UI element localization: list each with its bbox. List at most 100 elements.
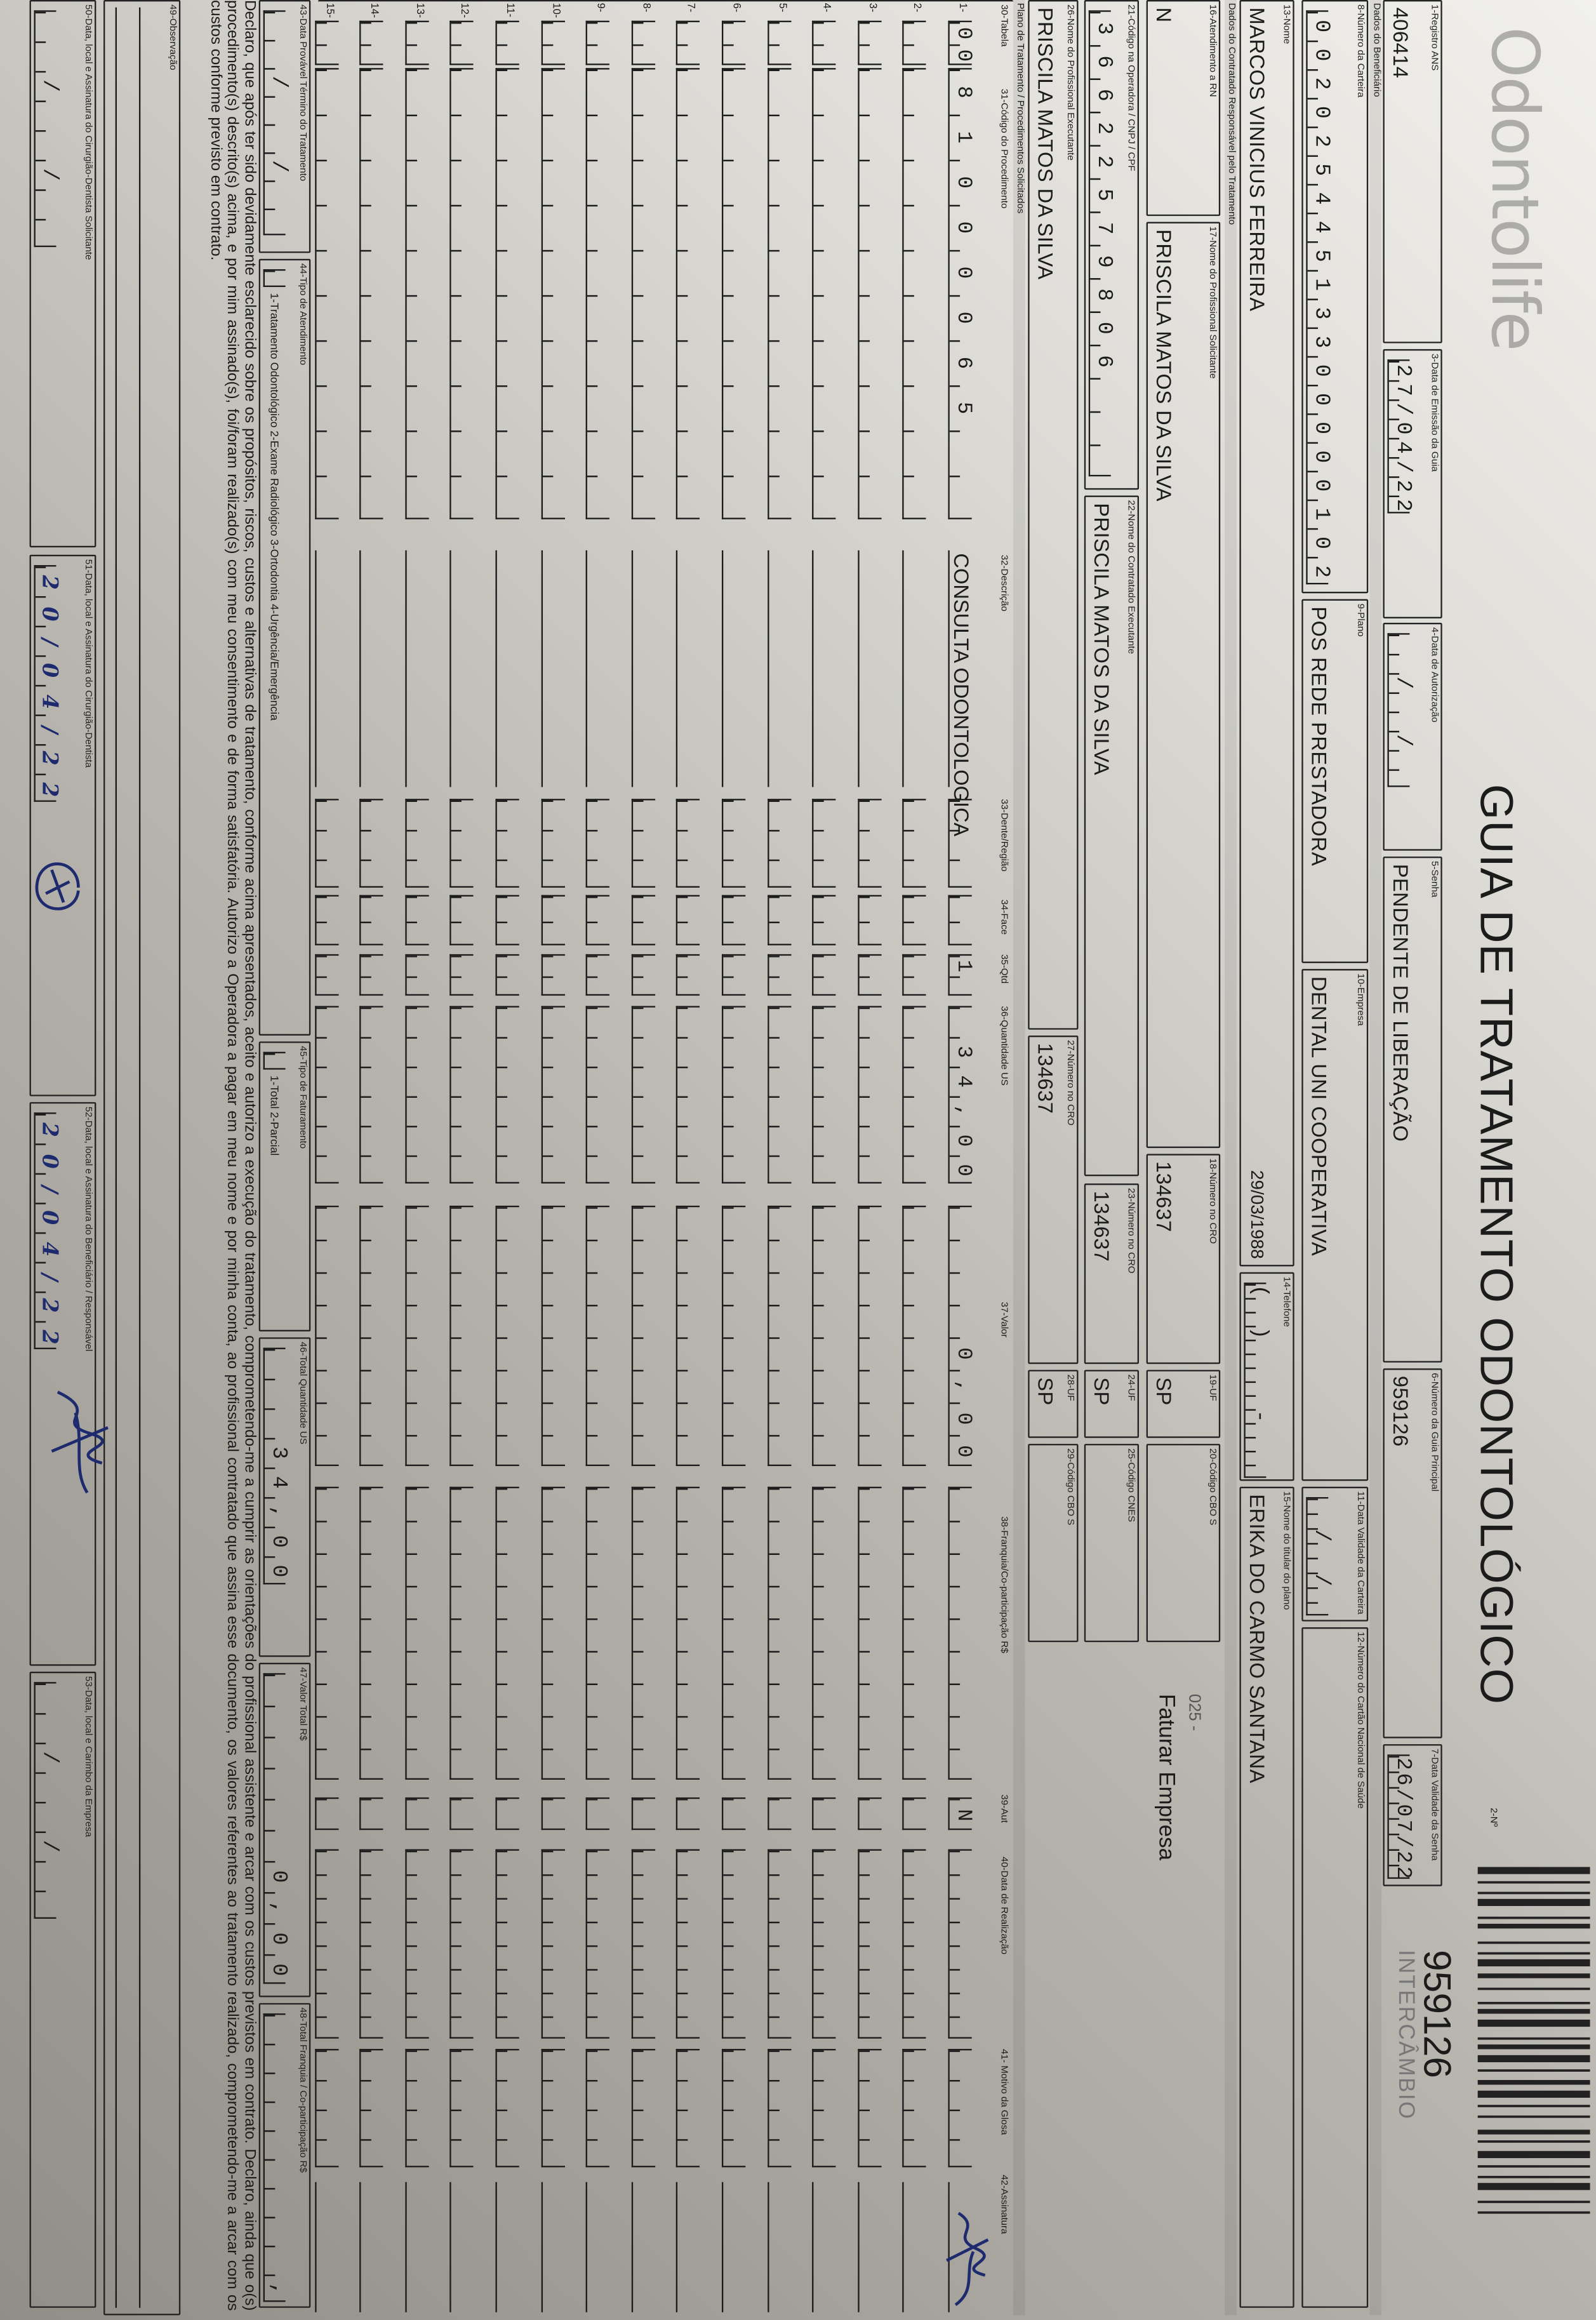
segmented-field <box>721 1205 746 1467</box>
segmented-field <box>450 2049 474 2168</box>
segmented-field <box>903 1006 927 1183</box>
segmented-field <box>450 954 474 996</box>
field-27: 27-Número no CRO 134637 <box>1028 1036 1079 1364</box>
segmented-field <box>812 2049 836 2168</box>
segmented-field: / / <box>1306 1497 1333 1616</box>
segmented-field <box>631 799 655 888</box>
segmented-field <box>631 1006 655 1183</box>
field-25: 25-Código CNES <box>1084 1444 1140 1643</box>
segmented-field: / / <box>263 10 290 236</box>
barcode-bar <box>1477 2105 1590 2107</box>
barcode-bar <box>1477 1987 1590 1990</box>
field-9: 9-Plano POS REDE PRESTADORA <box>1301 599 1369 963</box>
field-label: 12-Número do Cartão Nacional de Saúde <box>1355 1631 1366 1809</box>
section-beneficiary: Dados do Beneficiário <box>1369 0 1382 2316</box>
field-value: 0,00 <box>951 1347 975 1478</box>
column-header-tabela: 30-Tabela <box>998 4 1009 47</box>
field-label: 3-Data de Emissão da Guia <box>1428 353 1440 472</box>
field-value: 1 <box>951 959 975 981</box>
segmented-field <box>314 954 338 996</box>
segmented-field: 27/04/22 <box>1387 359 1414 518</box>
barcode-bar <box>1477 1898 1590 1906</box>
field-value: N <box>951 1809 975 1842</box>
segmented-field <box>495 799 519 888</box>
segmented-field <box>359 1006 383 1183</box>
field-label: 52-Data, local e Assinatura do Beneficiá… <box>83 1106 93 1352</box>
column-header-qtd: 35-Qtd <box>998 954 1009 984</box>
field-label: 46-Total Quantidade US <box>297 1342 308 1444</box>
segmented-field <box>404 1205 429 1467</box>
row-number: 13- <box>413 3 425 18</box>
field-value: 34,00 <box>951 1045 975 1194</box>
table-row: 5- <box>766 0 795 2315</box>
row-number: 15- <box>323 3 334 18</box>
row-number: 6- <box>730 3 741 13</box>
segmented-field <box>495 1205 519 1467</box>
segmented-field <box>540 20 565 65</box>
segmented-field <box>812 895 836 945</box>
barcode-bar <box>1477 1941 1590 1944</box>
field-14: 14-Telefone ( ) - <box>1239 1272 1294 1481</box>
field-8: 8-Número da Carteira 00202544513300000102 <box>1301 0 1369 594</box>
segmented-field <box>676 1006 700 1183</box>
guide-type: INTERCÂMBIO <box>1393 1949 1419 2121</box>
note-text: Faturar Empresa <box>1154 1693 1179 1861</box>
field-value: SP <box>1090 1377 1114 1406</box>
segmented-field <box>721 895 746 945</box>
field-29: 29-Código CBO S <box>1028 1444 1079 1643</box>
segmented-field <box>540 954 565 996</box>
segmented-field <box>450 1205 474 1467</box>
segmented-field <box>812 954 836 996</box>
section-contractor: Dados do Contratado Responsável pelo Tra… <box>1225 0 1237 2316</box>
cell-assinatura <box>903 2182 905 2312</box>
segmented-field: N <box>948 1797 974 1841</box>
cell-assinatura <box>404 2182 407 2312</box>
segmented-field <box>676 68 700 519</box>
field-label: 27-Número no CRO <box>1065 1039 1075 1126</box>
segmented-field <box>767 954 791 996</box>
segmented-field <box>586 1849 610 2039</box>
segmented-field <box>767 1006 791 1183</box>
field-label: 10-Empresa <box>1355 973 1366 1026</box>
field-value: 134637 <box>1090 1190 1114 1262</box>
section-plan: Plano de Tratamento / Procedimentos Soli… <box>1013 0 1025 2316</box>
field-48: 48-Total Franquia / Co-participação R$, <box>258 2003 311 2312</box>
segmented-field <box>631 954 655 996</box>
field-value: PRISCILA MATOS DA SILVA <box>1152 229 1176 502</box>
field-value: / / <box>37 20 61 257</box>
field-label: 45-Tipo de Faturamento <box>297 1046 308 1149</box>
field-20: 20-Código CBO S <box>1146 1444 1221 1643</box>
field-value: 26/07/22 <box>1390 1757 1414 1882</box>
field-value: 959126 <box>1388 1375 1413 1447</box>
cell-assinatura <box>586 2182 588 2312</box>
segmented-field <box>314 68 338 519</box>
segmented-field <box>495 954 519 996</box>
segmented-field <box>359 1797 383 1830</box>
field-label: 14-Telefone <box>1280 1276 1292 1327</box>
row-number: 9- <box>595 3 606 13</box>
cell-descricao <box>676 550 679 787</box>
segmented-field <box>631 1797 655 1830</box>
segmented-field <box>314 1205 338 1467</box>
field-17: 17-Nome do Profissional Solicitante PRISC… <box>1146 222 1221 1149</box>
segmented-field <box>903 1849 927 2039</box>
table-row: 12- <box>449 0 479 2315</box>
segmented-field <box>948 1486 972 1780</box>
segmented-field <box>857 799 882 888</box>
barcode-bar <box>1477 2044 1590 2050</box>
segmented-field <box>631 1205 655 1467</box>
segmented-field <box>540 1849 565 2039</box>
table-row: 8- <box>630 0 660 2315</box>
barcode-bar <box>1477 2055 1590 2063</box>
segmented-field <box>676 954 700 996</box>
segmented-field <box>314 1849 338 2039</box>
field-value: 0,00 <box>266 1870 290 1995</box>
segmented-field <box>721 1797 746 1830</box>
declaration-text: Declaro, que após ter sido devidamente e… <box>206 0 258 2311</box>
row-number: 12- <box>459 3 470 18</box>
segmented-field <box>540 1006 565 1183</box>
field-label: 16-Atendimento a RN <box>1207 4 1218 97</box>
segmented-field <box>540 1797 565 1830</box>
field-label: 24-UF <box>1126 1374 1136 1401</box>
cell-descricao <box>314 550 316 787</box>
